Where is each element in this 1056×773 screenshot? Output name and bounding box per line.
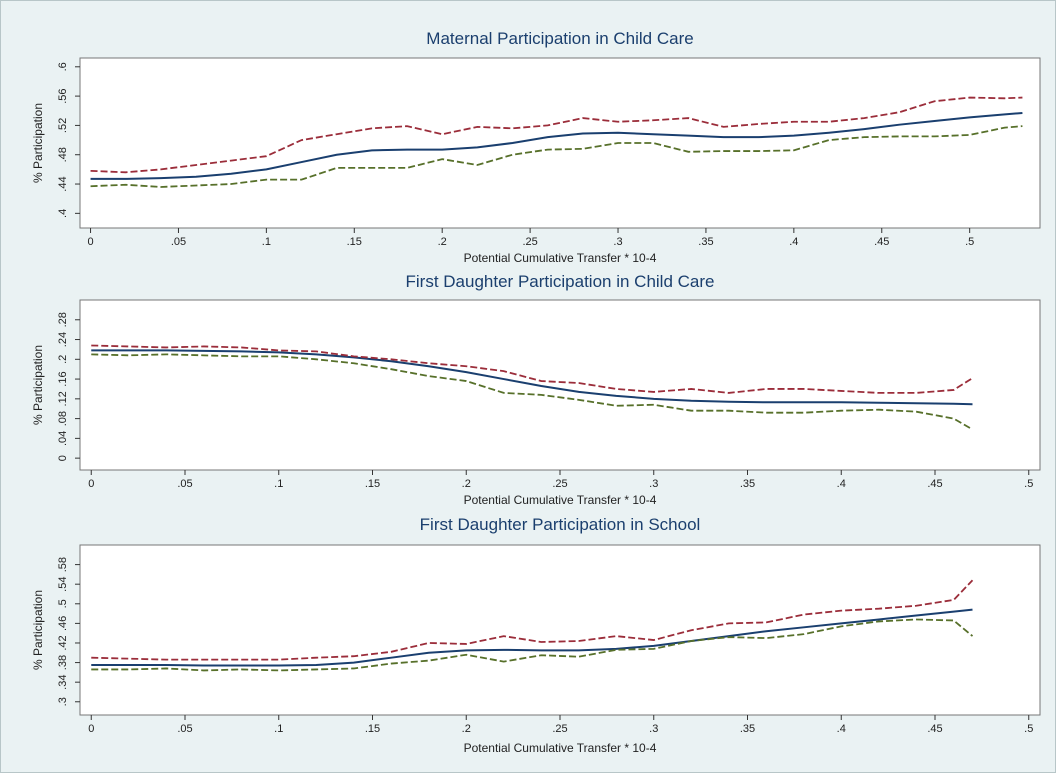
y-tick-label: .2 <box>57 355 69 364</box>
series-line <box>91 344 973 394</box>
x-tick-label: .15 <box>347 236 362 248</box>
plot-area <box>79 299 1041 471</box>
chart-title: Maternal Participation in Child Care <box>426 29 693 48</box>
y-tick-label: .3 <box>57 697 69 706</box>
x-tick-label: .45 <box>874 236 889 248</box>
y-tick-label: .58 <box>57 557 69 572</box>
y-tick-label: .5 <box>57 599 69 608</box>
x-tick-label: .25 <box>552 723 567 735</box>
plot-area <box>79 57 1041 229</box>
series-line <box>90 125 1023 188</box>
chart-title: First Daughter Participation in Child Ca… <box>406 272 715 291</box>
x-tick-label: .45 <box>927 723 942 735</box>
y-tick-label: .04 <box>57 431 69 446</box>
x-tick-label: .1 <box>262 236 271 248</box>
series-line <box>91 349 973 406</box>
y-tick-label: .24 <box>57 332 69 347</box>
x-axis-label: Potential Cumulative Transfer * 10-4 <box>464 251 657 265</box>
x-tick-label: .15 <box>365 723 380 735</box>
y-tick-label: .6 <box>57 62 69 71</box>
y-tick-label: .12 <box>57 391 69 406</box>
series-line <box>91 608 973 667</box>
x-axis-label: Potential Cumulative Transfer * 10-4 <box>464 493 657 507</box>
x-tick-label: 0 <box>87 236 93 248</box>
x-tick-label: .45 <box>927 478 942 490</box>
x-tick-label: .4 <box>789 236 798 248</box>
x-tick-label: .2 <box>462 478 471 490</box>
x-tick-label: .2 <box>462 723 471 735</box>
series-line <box>90 111 1023 180</box>
x-tick-label: 0 <box>88 723 94 735</box>
x-tick-label: .35 <box>698 236 713 248</box>
x-tick-label: .1 <box>274 723 283 735</box>
x-tick-label: .25 <box>552 478 567 490</box>
x-tick-label: .3 <box>649 723 658 735</box>
series-line <box>91 618 974 672</box>
x-tick-label: .5 <box>1024 478 1033 490</box>
series-line <box>90 96 1023 174</box>
x-tick-label: .05 <box>177 478 192 490</box>
x-tick-label: .05 <box>171 236 186 248</box>
y-tick-label: .52 <box>57 118 69 133</box>
y-axis-label: % Participation <box>31 590 45 670</box>
x-tick-label: .25 <box>522 236 537 248</box>
series-line <box>91 353 973 431</box>
y-tick-label: .54 <box>57 577 69 592</box>
chart-title: First Daughter Participation in School <box>420 515 701 534</box>
series-line <box>91 579 974 661</box>
y-tick-label: .4 <box>57 209 69 218</box>
y-tick-label: .28 <box>57 312 69 327</box>
x-tick-label: .3 <box>613 236 622 248</box>
y-tick-label: .08 <box>57 411 69 426</box>
x-axis-label: Potential Cumulative Transfer * 10-4 <box>464 741 657 755</box>
y-tick-label: .38 <box>57 655 69 670</box>
y-tick-label: .56 <box>57 88 69 103</box>
x-tick-label: .4 <box>837 478 846 490</box>
x-tick-label: .4 <box>837 723 846 735</box>
x-tick-label: 0 <box>88 478 94 490</box>
x-tick-label: .15 <box>365 478 380 490</box>
y-tick-label: .44 <box>57 176 69 191</box>
plot-area <box>79 544 1041 716</box>
x-tick-label: .05 <box>177 723 192 735</box>
x-tick-label: .35 <box>740 723 755 735</box>
y-tick-label: .16 <box>57 371 69 386</box>
y-tick-label: .42 <box>57 635 69 650</box>
x-tick-label: .1 <box>274 478 283 490</box>
y-tick-label: .34 <box>57 675 69 690</box>
x-tick-label: .5 <box>1024 723 1033 735</box>
y-tick-label: 0 <box>57 455 69 461</box>
y-axis-label: % Participation <box>31 103 45 183</box>
x-tick-label: .5 <box>965 236 974 248</box>
x-tick-label: .2 <box>438 236 447 248</box>
y-tick-label: .48 <box>57 147 69 162</box>
x-tick-label: .35 <box>740 478 755 490</box>
y-tick-label: .46 <box>57 616 69 631</box>
y-axis-label: % Participation <box>31 345 45 425</box>
x-tick-label: .3 <box>649 478 658 490</box>
